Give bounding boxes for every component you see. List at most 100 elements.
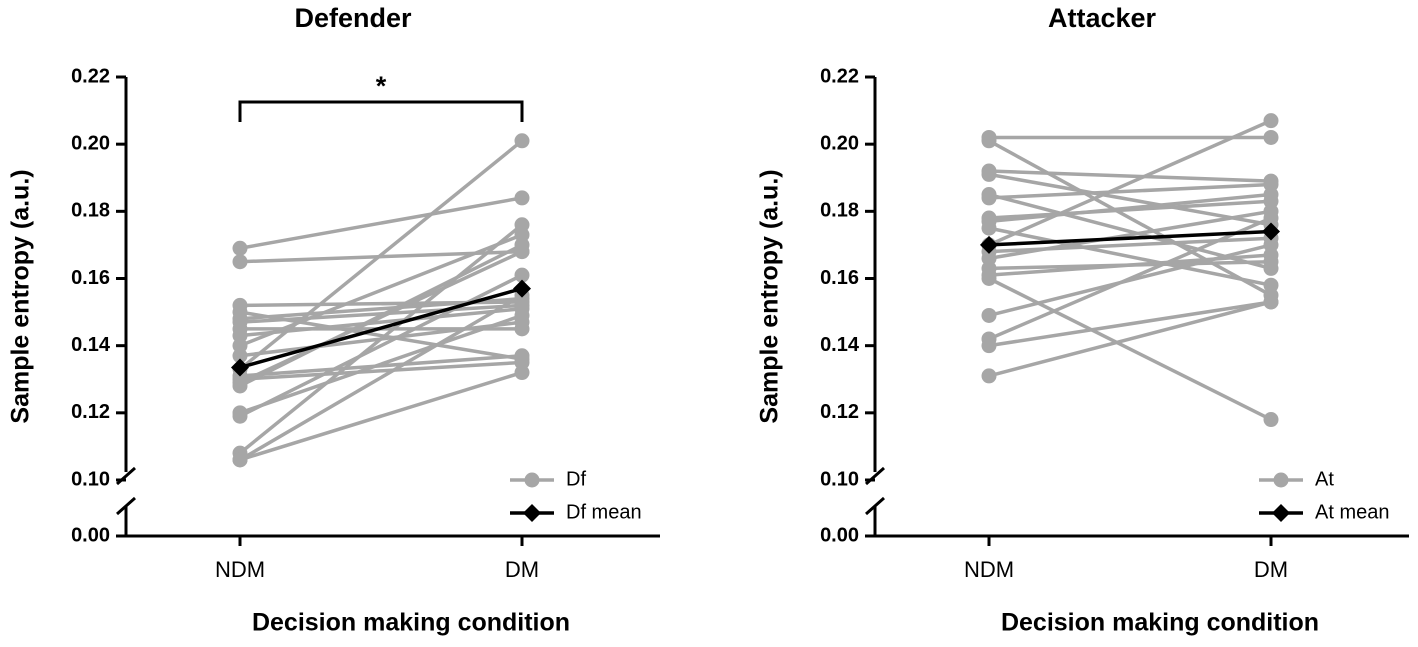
y-tick-label: 0.22 [71,65,110,87]
subject-marker [1263,113,1279,129]
subject-marker [232,254,248,270]
y-tick-label: 0.14 [820,334,860,356]
subject-line [239,233,523,348]
x-tick-label: DM [1254,557,1288,582]
subject-marker [232,348,248,364]
subject-line [239,370,523,462]
subject-marker [981,338,997,354]
subject-marker [514,365,530,381]
x-tick-label: NDM [215,557,265,582]
subject-line [238,223,524,455]
series [980,222,1280,254]
subject-line [239,353,523,378]
y-tick-label: 0.10 [71,468,110,490]
mean-marker [1262,222,1280,241]
subject-line [988,169,1272,183]
y-tick-label: 0.22 [820,65,859,87]
y-axis-label: Sample entropy (a.u.) [7,169,35,423]
y-tick-label: 0.12 [820,401,859,423]
legend-label: At mean [1315,501,1389,523]
subject-line [239,360,523,381]
y-tick-label: 0.16 [820,267,859,289]
y-tick-label: 0.18 [71,200,110,222]
significance-label: * [376,71,387,101]
subject-marker [1263,187,1279,203]
subject-marker [1263,129,1279,145]
x-tick-label: DM [505,557,539,582]
legend-marker [1273,472,1289,488]
subject-line [988,216,1272,341]
subject-line [239,303,523,324]
subject-marker [981,220,997,236]
mean-marker [231,358,249,377]
subject-line [238,139,524,371]
mean-marker [980,235,998,254]
subject-marker [514,133,530,149]
mean-line [239,286,523,370]
legend-marker [523,504,541,522]
subject-marker [1263,277,1279,293]
subject-line [988,119,1272,247]
subject-line [239,196,523,250]
y-tick-label: 0.00 [820,524,859,546]
y-tick-label: 0.10 [820,468,859,490]
series [231,279,531,377]
subject-line [239,250,523,385]
subject-line [988,172,1272,227]
y-tick-label: 0.20 [820,132,859,154]
mean-line [988,229,1272,247]
series [981,113,1279,428]
panel-title: Defender [294,3,412,33]
subject-marker [232,408,248,424]
subject-marker [232,452,248,468]
subject-marker [981,190,997,206]
subject-marker [514,348,530,364]
x-axis-label: Decision making condition [1001,609,1319,637]
subject-line [988,226,1272,287]
subject-marker [514,267,530,283]
subject-marker [981,307,997,323]
subject-line [988,300,1272,348]
axis-break [116,496,136,516]
subject-line [988,192,1272,224]
subject-line [988,300,1272,378]
subject-line [988,276,1272,422]
subject-marker [1263,412,1279,428]
axis-break [865,496,885,516]
panel-title: Attacker [1048,3,1157,33]
subject-line [239,293,523,462]
subject-marker [1263,294,1279,310]
subject-marker [981,271,997,286]
mean-marker [513,279,531,298]
subject-marker [981,368,997,384]
y-tick-label: 0.12 [71,401,110,423]
legend-label: Df [566,468,586,490]
subject-marker [981,133,997,149]
significance-bracket [238,100,524,122]
subject-marker [232,240,248,256]
subject-marker [981,166,997,182]
y-axis-label: Sample entropy (a.u.) [756,169,784,423]
subject-marker [1263,237,1279,253]
legend-label: Df mean [566,501,642,523]
x-axis-label: Decision making condition [252,609,570,637]
subject-marker [514,190,530,206]
legend-label: At [1315,468,1334,490]
legend-marker [524,472,540,488]
y-tick-label: 0.16 [71,267,110,289]
y-tick-label: 0.18 [820,200,859,222]
subject-marker [514,244,530,260]
subject-line [988,209,1272,261]
y-tick-label: 0.14 [71,334,111,356]
subject-line [239,273,523,418]
legend-marker [1272,504,1290,522]
subject-marker [514,297,530,313]
y-tick-label: 0.00 [71,524,110,546]
subject-marker [1263,210,1279,226]
y-tick-label: 0.20 [71,132,110,154]
subject-marker [514,217,530,233]
subject-line [988,139,1272,297]
x-tick-label: NDM [964,557,1014,582]
subject-marker [232,314,248,330]
